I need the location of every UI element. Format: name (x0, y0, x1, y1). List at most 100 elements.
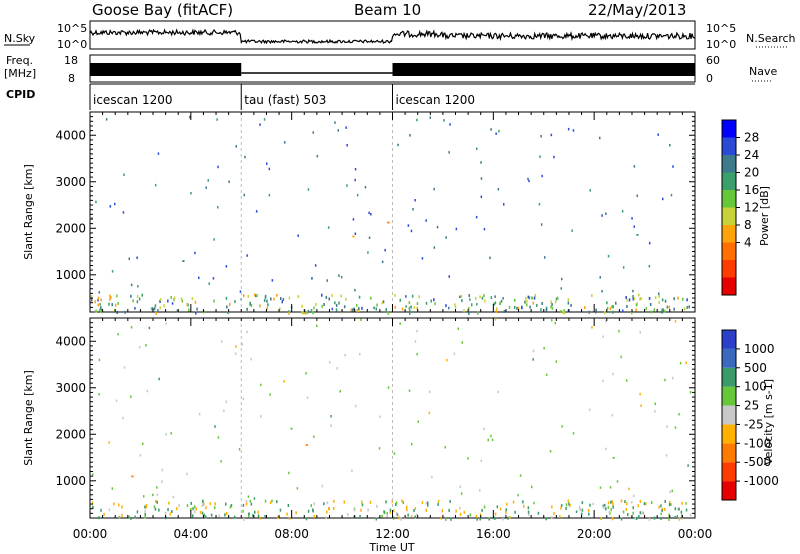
noise-cell (670, 503, 672, 506)
ground-cell (587, 508, 590, 512)
ground-cell (689, 513, 692, 517)
ground-cell (565, 503, 568, 507)
noise-cell (428, 390, 431, 394)
data-cell (352, 235, 355, 238)
ground-cell (632, 506, 634, 510)
ground-cell (259, 304, 261, 308)
noise-cell (654, 402, 656, 406)
noise-cell (455, 227, 458, 231)
ground-cell (627, 513, 629, 517)
ground-cell (395, 511, 398, 515)
noise-cell (498, 129, 500, 133)
station-title: Goose Bay (fitACF) (92, 1, 233, 19)
noise-cell (253, 497, 256, 500)
noise-cell (336, 367, 338, 370)
ground-cell (409, 311, 411, 315)
ground-cell (110, 295, 112, 299)
noise-cell (555, 360, 557, 363)
ground-cell (218, 514, 220, 518)
ground-cell (117, 302, 119, 305)
noise-cell (567, 127, 570, 131)
ground-cell (313, 502, 315, 506)
nsky-tick-bottom: 10^0 (57, 38, 87, 51)
ground-cell (91, 501, 94, 505)
ground-cell (499, 507, 502, 511)
noise-cell (433, 246, 436, 249)
noise-cell (221, 340, 223, 343)
noise-cell (284, 141, 286, 144)
colorbar-cell (722, 137, 736, 155)
noise-cell (408, 389, 411, 392)
noise-cell (108, 441, 110, 444)
ground-cell (615, 301, 617, 305)
ground-cell (245, 499, 248, 503)
ground-cell (192, 507, 194, 511)
ground-cell (301, 311, 303, 315)
ground-cell (468, 294, 470, 298)
noise-cell (212, 277, 215, 280)
noise-cell (658, 292, 660, 295)
ground-cell (226, 305, 228, 309)
noise-cell (636, 194, 638, 197)
ground-cell (288, 516, 291, 520)
noise-cell (399, 322, 401, 325)
noise-cell (122, 211, 125, 214)
noise-cell (572, 432, 575, 435)
noise-cell (497, 188, 500, 191)
ground-cell (559, 515, 561, 518)
velocity-ylabel: Slant Range [km] (22, 370, 35, 466)
colorbar-tick-label: 500 (744, 361, 767, 375)
noise-cell (250, 357, 252, 361)
ground-cell (144, 512, 146, 516)
ground-cell (490, 296, 493, 300)
freq-strip: Freq. [MHz] 18 8 60 0 Nave (4, 54, 777, 85)
ground-cell (645, 502, 647, 506)
ground-cell (612, 505, 614, 509)
colorbar-cell (722, 462, 736, 482)
noise-cell (494, 295, 496, 298)
ground-cell (612, 502, 614, 506)
ground-cell (281, 300, 283, 304)
ground-cell (312, 311, 314, 315)
ground-cell (167, 299, 169, 303)
ground-cell (468, 307, 470, 311)
noise-cell (409, 134, 411, 137)
noise-cell (575, 510, 578, 513)
ground-cell (408, 306, 410, 310)
ground-cell (634, 516, 637, 520)
ground-cell (567, 301, 570, 305)
ground-cell (154, 507, 157, 511)
xtick-label: 20:00 (577, 527, 612, 541)
ground-cell (609, 307, 612, 310)
cpid-segment-label-1: tau (fast) 503 (244, 93, 326, 107)
ground-cell (450, 517, 452, 521)
power-axes: 1000 2000 3000 4000 (55, 112, 696, 312)
noise-cell (360, 318, 362, 322)
ground-cell (92, 506, 94, 510)
ground-cell (624, 500, 626, 504)
colorbar-tick-label: -100 (744, 436, 771, 450)
ground-cell (677, 296, 679, 300)
ytick-label: 1000 (55, 268, 86, 282)
ground-cell (245, 502, 248, 506)
noise-cell (201, 504, 204, 507)
ground-cell (335, 308, 338, 312)
freq-label-1: Freq. (6, 54, 33, 67)
noise-cell (410, 515, 413, 518)
ground-cell (551, 515, 553, 519)
ground-cell (584, 306, 586, 309)
ground-cell (276, 500, 278, 504)
noise-cell (692, 155, 694, 159)
colorbar-cell (722, 424, 736, 444)
ground-cell (347, 513, 349, 516)
freq-tick-top: 18 (64, 54, 78, 67)
ground-cell (658, 301, 660, 304)
noise-cell (674, 426, 677, 429)
noise-cell (490, 128, 492, 131)
ground-cell (335, 303, 338, 307)
noise-cell (633, 165, 636, 168)
ground-cell (114, 303, 117, 307)
noise-cell (260, 415, 262, 418)
ground-cell (496, 307, 498, 311)
ground-cell (376, 303, 378, 307)
